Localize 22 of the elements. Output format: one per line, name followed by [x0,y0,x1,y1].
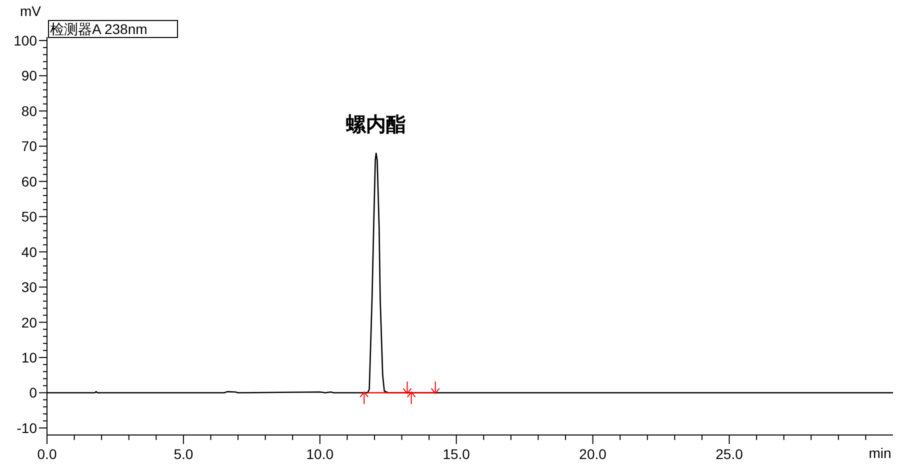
x-tick-label: 15.0 [442,446,470,462]
x-tick-label: 5.0 [174,446,194,462]
y-tick-label: 40 [21,244,38,260]
x-axis-title: min [868,445,892,461]
y-tick-label: 60 [21,173,38,190]
y-tick-label: -10 [16,420,38,436]
y-tick-label: 90 [21,68,38,84]
y-tick-label: 70 [21,138,38,154]
x-tick-label: 20.0 [579,446,607,462]
y-tick-label: 100 [14,32,38,49]
y-tick-label: 30 [21,279,38,296]
x-tick-label: 10.0 [306,446,334,462]
text: 检测器A 238nm [50,21,148,37]
y-axis-title: mV [20,3,42,19]
annotation: 螺内酯 [345,114,406,136]
y-tick-label: 80 [21,102,38,119]
y-tick-label: 20 [21,314,38,330]
y-tick-label: 50 [21,208,38,225]
x-tick-label: 25.0 [716,446,744,462]
x-tick-label: 0.0 [37,446,57,462]
y-tick-label: 0 [29,384,38,401]
y-tick-label: 10 [21,350,38,366]
